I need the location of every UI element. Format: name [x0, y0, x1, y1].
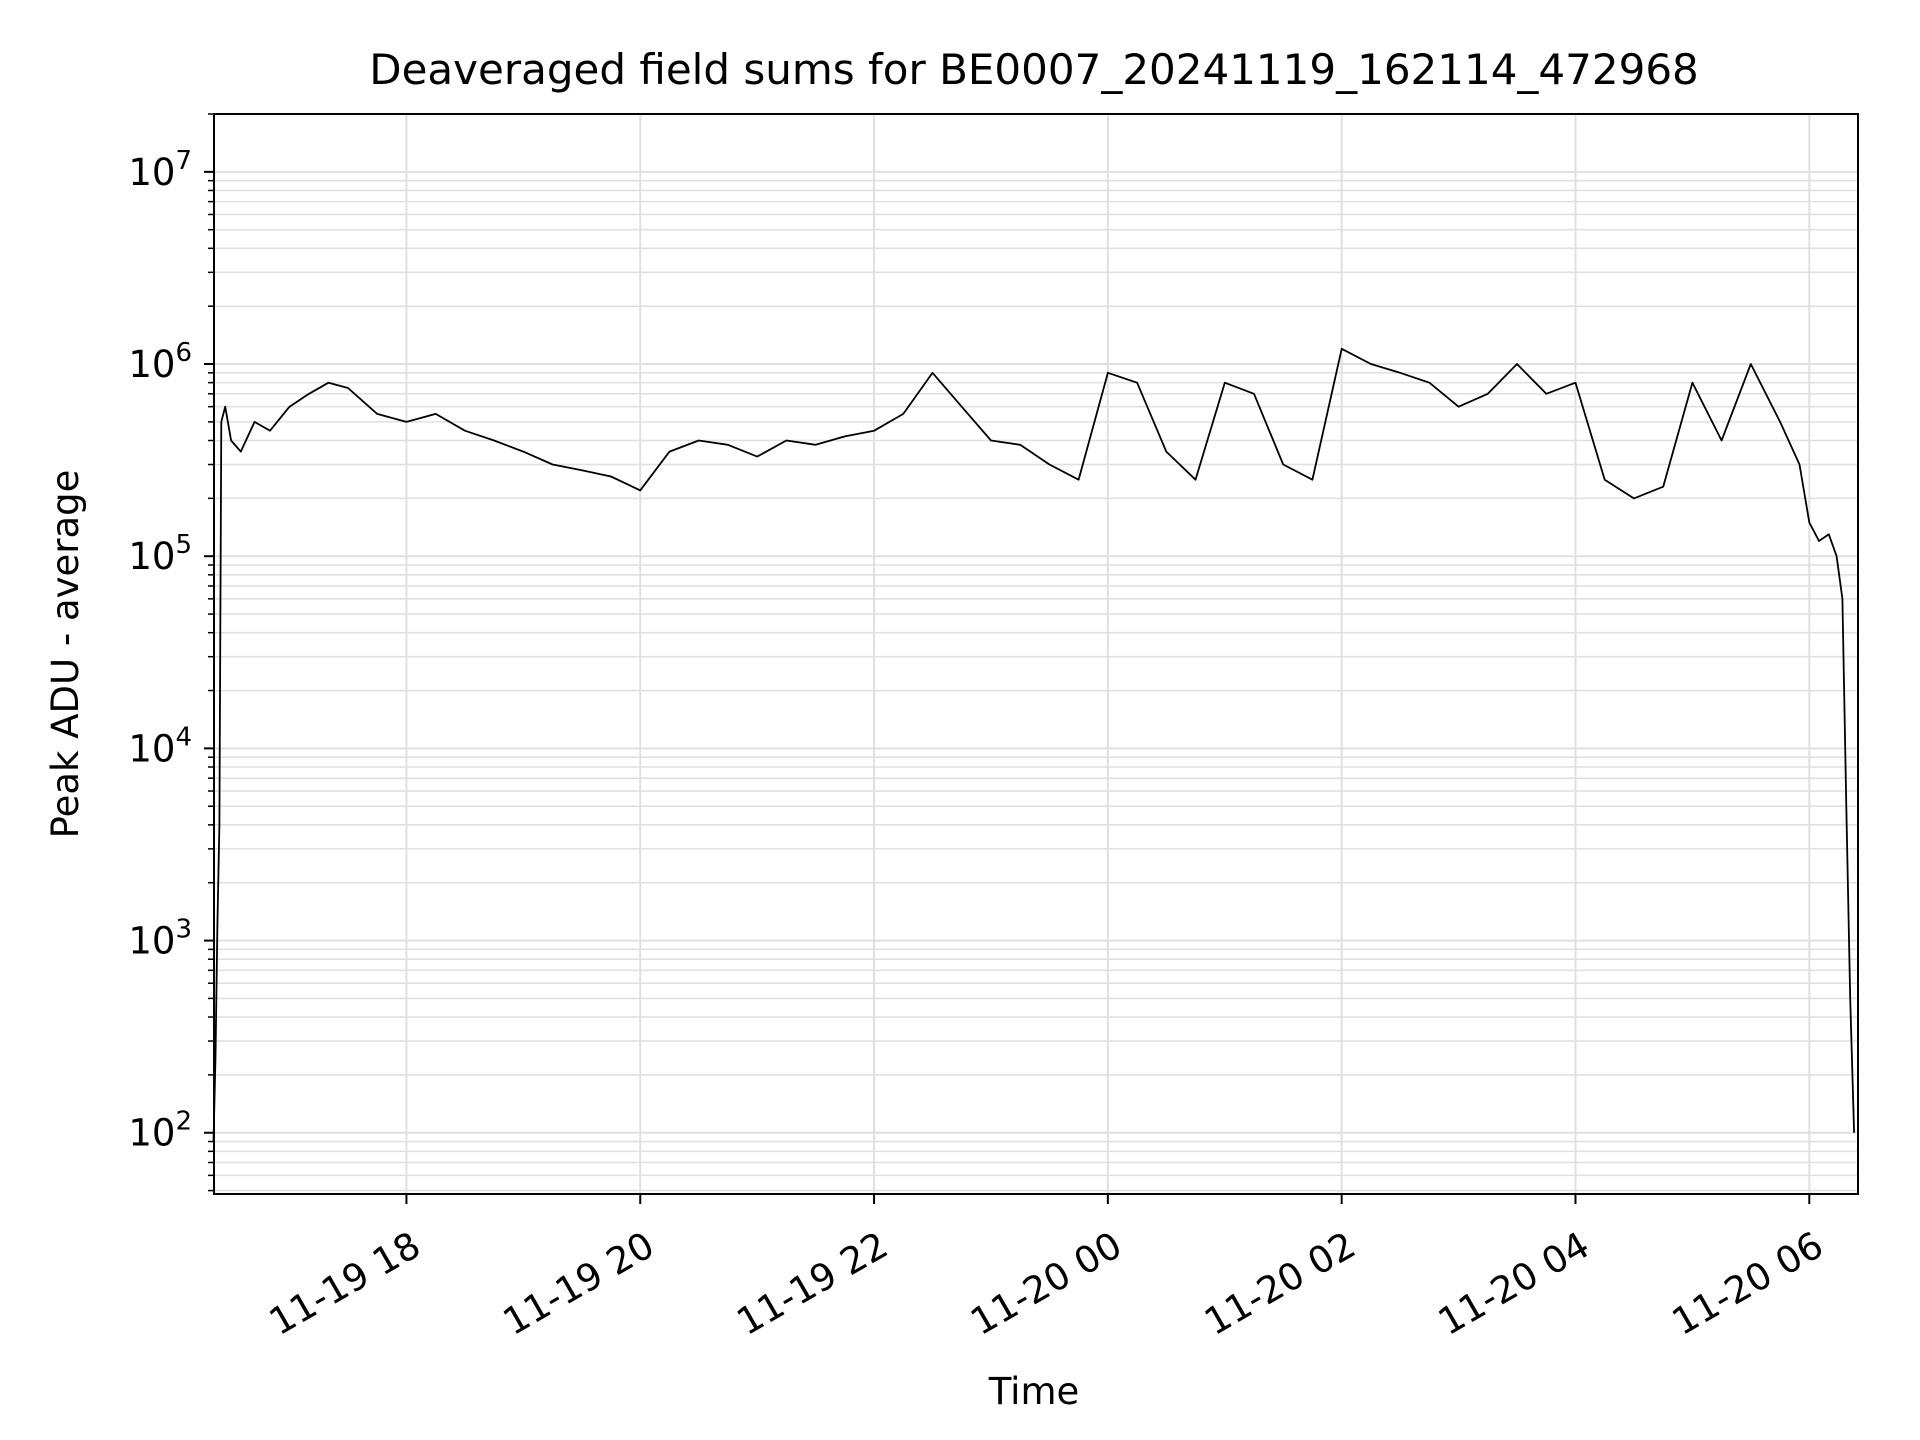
- data-series: [212, 347, 1855, 1142]
- x-grid-lines: [405, 114, 1811, 1194]
- y-tick-label: 104: [128, 722, 192, 770]
- plot-frame: [213, 113, 1859, 1195]
- chart-title: Deaveraged field sums for BE0007_2024111…: [369, 45, 1699, 94]
- y-grid-lines: [214, 113, 1858, 1192]
- y-tick-label: 102: [128, 1107, 192, 1155]
- y-tick-label: 105: [128, 530, 192, 578]
- series-line: [212, 347, 1855, 1142]
- y-tick-label: 103: [128, 915, 192, 963]
- y-axis-ticks: 102 103 104 105 106 107: [128, 113, 214, 1192]
- x-axis-label: Time: [988, 1370, 1080, 1413]
- y-axis-label: Peak ADU - average: [44, 470, 87, 839]
- y-tick-label: 106: [128, 338, 192, 386]
- y-tick-label: 107: [128, 146, 192, 194]
